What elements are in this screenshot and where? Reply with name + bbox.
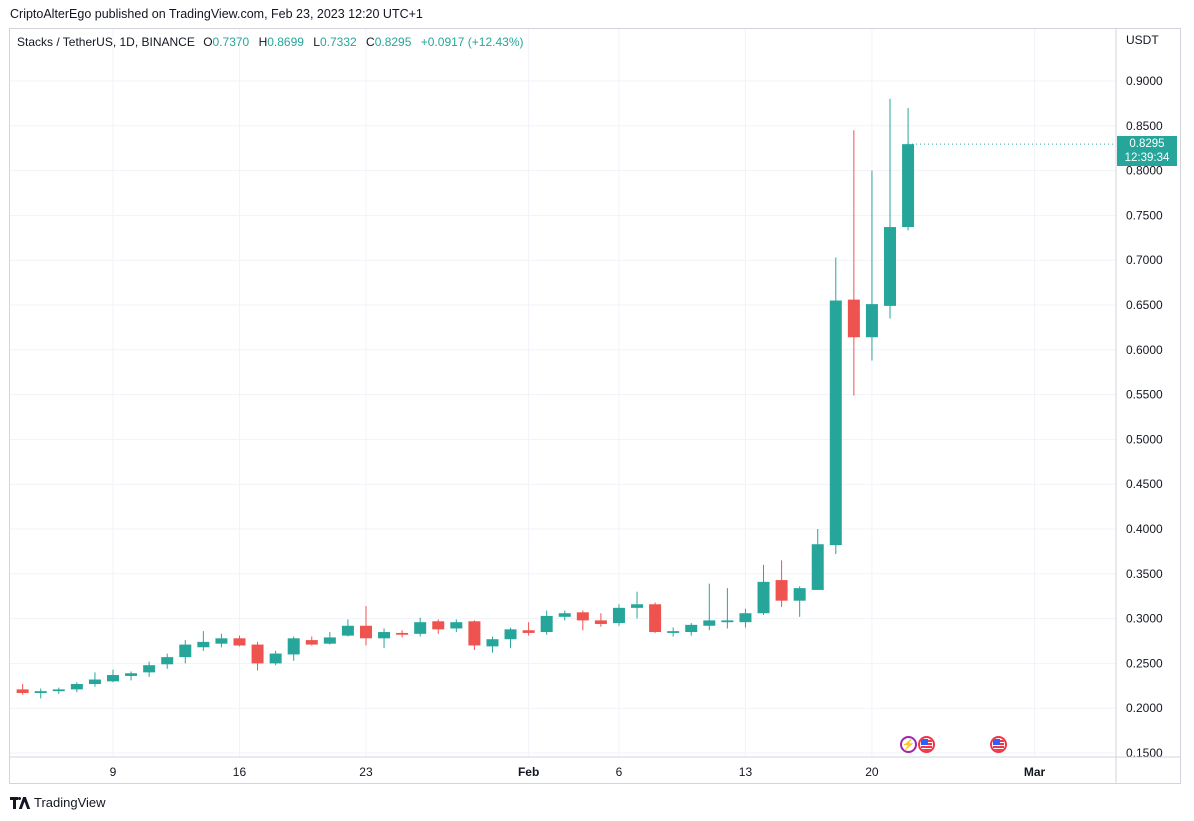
candle-body-up xyxy=(414,622,427,634)
footer-brand-name: TradingView xyxy=(34,795,106,810)
candle-body-up xyxy=(721,620,734,623)
tradingview-logo-icon xyxy=(10,797,31,809)
candle-body-up xyxy=(269,653,282,664)
y-tick-label: 0.6000 xyxy=(1126,343,1163,357)
candle-body-up xyxy=(757,581,770,614)
candle-body-up xyxy=(703,620,716,626)
y-tick-label: 0.4000 xyxy=(1126,522,1163,536)
high-value: 0.8699 xyxy=(267,35,304,49)
x-tick-label: 20 xyxy=(865,765,879,779)
candle-body-up xyxy=(558,613,571,617)
candle-body-up xyxy=(143,665,156,673)
candle-body-up xyxy=(450,622,463,629)
candle-body-down xyxy=(649,604,662,633)
y-tick-label: 0.9000 xyxy=(1126,74,1163,88)
candle-body-up xyxy=(902,144,915,228)
y-tick-label: 0.4500 xyxy=(1126,477,1163,491)
candle-body-up xyxy=(323,637,336,644)
price-axis-unit: USDT xyxy=(1126,33,1159,47)
candle-body-down xyxy=(468,621,481,646)
low-label: L xyxy=(313,35,320,49)
candle-body-down xyxy=(359,625,372,639)
candle-body-up xyxy=(667,631,680,633)
candle-body-down xyxy=(522,630,535,633)
us-flag-event-icon[interactable] xyxy=(917,736,935,753)
publisher-header: CriptoAlterEgo published on TradingView.… xyxy=(0,0,1194,28)
candle-body-up xyxy=(34,691,47,693)
y-tick-label: 0.2000 xyxy=(1126,701,1163,715)
us-flag-event-icon[interactable] xyxy=(989,736,1007,753)
candle-body-up xyxy=(378,632,391,639)
candle-body-down xyxy=(396,632,409,635)
candle-body-up xyxy=(107,675,119,682)
candle-body-up xyxy=(341,625,354,636)
change-value: +0.0917 (+12.43%) xyxy=(420,35,524,49)
x-tick-label: 16 xyxy=(233,765,247,779)
candle-body-down xyxy=(432,621,445,630)
footer-brand: TradingView xyxy=(10,794,106,812)
y-tick-label: 0.3000 xyxy=(1126,612,1163,626)
candle-body-down xyxy=(847,299,860,338)
last-price-tag: 0.8295 12:39:34 xyxy=(1117,136,1177,167)
open-label: O xyxy=(203,35,213,49)
candle-body-up xyxy=(793,588,806,601)
y-tick-label: 0.7500 xyxy=(1126,208,1163,222)
candle-body-up xyxy=(504,629,517,640)
candle-body-up xyxy=(739,613,752,623)
y-tick-label: 0.3500 xyxy=(1126,567,1163,581)
candle-body-up xyxy=(179,644,192,658)
x-tick-label: 6 xyxy=(616,765,623,779)
candle-body-up xyxy=(631,604,644,608)
candle-body-down xyxy=(775,580,788,601)
symbol-title: Stacks / TetherUS, 1D, BINANCE xyxy=(17,35,195,49)
x-tick-label: 13 xyxy=(739,765,753,779)
candle-body-up xyxy=(486,639,499,647)
candle-body-down xyxy=(251,644,264,664)
close-value: 0.8295 xyxy=(374,35,412,49)
high-label: H xyxy=(258,35,268,49)
candle-body-up xyxy=(865,304,878,338)
y-tick-label: 0.6500 xyxy=(1126,298,1163,312)
candle-body-down xyxy=(594,620,607,624)
y-tick-label: 0.7000 xyxy=(1126,253,1163,267)
y-tick-label: 0.5500 xyxy=(1126,388,1163,402)
y-tick-label: 0.8500 xyxy=(1126,119,1163,133)
publisher-line: CriptoAlterEgo published on TradingView.… xyxy=(10,7,423,21)
y-tick-label: 0.5000 xyxy=(1126,432,1163,446)
open-value: 0.7370 xyxy=(212,35,250,49)
candle-body-up xyxy=(197,641,210,648)
candle-body-up xyxy=(70,684,83,690)
candle-body-up xyxy=(88,679,101,685)
x-tick-label: Feb xyxy=(518,765,539,779)
candle-body-down xyxy=(305,640,318,645)
candle-body-up xyxy=(52,689,65,692)
x-tick-label: 23 xyxy=(359,765,373,779)
candle-body-up xyxy=(612,607,625,624)
low-value: 0.7332 xyxy=(319,35,357,49)
x-tick-label: Mar xyxy=(1024,765,1046,779)
bar-countdown: 12:39:34 xyxy=(1124,152,1170,165)
y-tick-label: 0.1500 xyxy=(1126,746,1163,760)
candle-body-up xyxy=(811,544,824,590)
candle-body-down xyxy=(233,638,246,646)
last-price-value: 0.8295 xyxy=(1129,138,1165,151)
close-label: C xyxy=(366,35,375,49)
candle-body-down xyxy=(16,689,29,693)
candle-body-up xyxy=(685,624,698,633)
y-tick-label: 0.2500 xyxy=(1126,656,1163,670)
candle-body-down xyxy=(576,612,589,621)
candle-body-up xyxy=(884,227,897,306)
candle-body-up xyxy=(540,615,553,633)
candle-body-up xyxy=(287,638,300,655)
chart-frame xyxy=(9,28,1181,784)
lightning-event-icon[interactable]: ⚡ xyxy=(899,736,917,753)
candle-body-up xyxy=(215,638,228,644)
symbol-legend: Stacks / TetherUS, 1D, BINANCE O0.7370 H… xyxy=(17,35,530,49)
candle-body-up xyxy=(125,673,138,676)
candle-body-up xyxy=(161,657,174,665)
x-tick-label: 9 xyxy=(110,765,117,779)
y-tick-label: 0.8000 xyxy=(1126,164,1163,178)
candle-body-up xyxy=(829,300,842,546)
